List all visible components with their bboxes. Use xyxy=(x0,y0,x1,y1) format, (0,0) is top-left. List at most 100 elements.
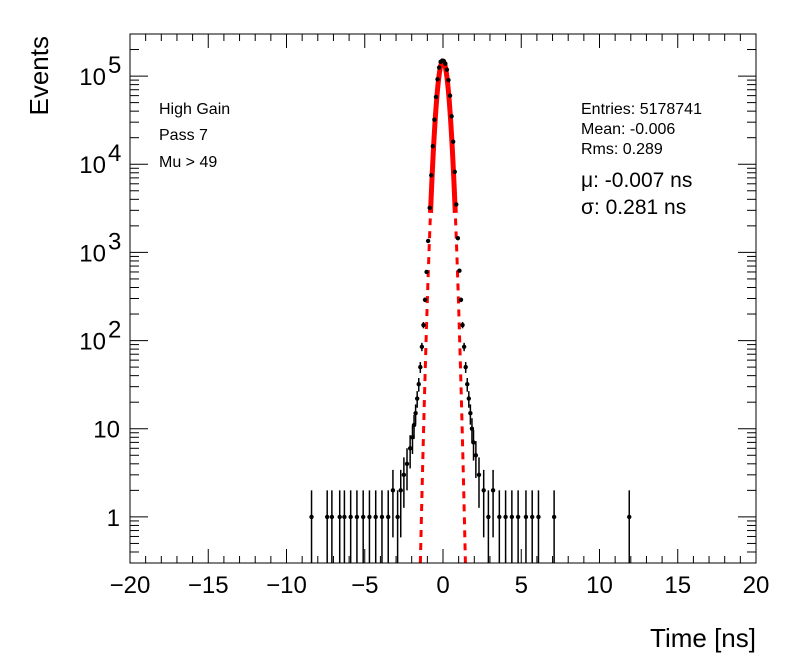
data-point xyxy=(627,514,632,520)
y-tick-label: 10 xyxy=(79,64,106,91)
data-point xyxy=(395,514,400,520)
data-point xyxy=(414,396,420,401)
data-point xyxy=(465,381,470,387)
fit-curve-dashed-right xyxy=(454,218,467,564)
data-point xyxy=(324,514,330,520)
data-point xyxy=(436,65,442,70)
data-point xyxy=(444,67,450,72)
data-point xyxy=(530,514,535,520)
x-tick-label: 15 xyxy=(664,572,691,599)
x-tick-label: 5 xyxy=(515,572,528,599)
data-point xyxy=(515,514,521,520)
y-tick-exponent: 5 xyxy=(108,52,121,79)
data-point xyxy=(430,144,436,149)
data-point xyxy=(473,453,479,458)
data-point xyxy=(463,364,468,370)
data-point xyxy=(454,202,459,207)
data-point xyxy=(443,61,448,66)
y-tick-exponent: 4 xyxy=(108,140,121,167)
data-point xyxy=(457,268,462,273)
data-point xyxy=(503,514,508,520)
data-points xyxy=(309,58,632,563)
data-point xyxy=(425,238,431,244)
data-point xyxy=(398,488,403,493)
data-point xyxy=(424,269,429,275)
x-tick-label: −20 xyxy=(110,572,151,599)
data-point xyxy=(435,77,440,82)
y-tick-exponent: 3 xyxy=(108,228,121,255)
data-point xyxy=(401,472,407,478)
data-point xyxy=(536,514,541,520)
data-point xyxy=(373,514,378,520)
y-tick-label: 10 xyxy=(79,152,106,179)
data-point xyxy=(367,514,372,520)
data-point xyxy=(419,344,425,349)
y-tick-label: 10 xyxy=(93,417,120,444)
label-mu-cut: Mu > 49 xyxy=(159,154,217,171)
x-axis-title: Time [ns] xyxy=(650,623,756,653)
label-pass: Pass 7 xyxy=(159,127,208,144)
x-tick-label: 10 xyxy=(586,572,613,599)
data-point xyxy=(342,514,347,520)
fit-sigma-label: σ: 0.281 ns xyxy=(581,196,686,219)
data-point xyxy=(422,297,428,302)
data-point xyxy=(354,514,360,520)
y-tick-label: 1 xyxy=(107,505,120,532)
fit-mu-label: μ: -0.007 ns xyxy=(581,169,692,192)
data-point xyxy=(450,139,456,144)
data-point xyxy=(509,514,515,520)
data-point xyxy=(449,114,454,119)
data-point xyxy=(429,173,434,178)
data-point xyxy=(360,514,366,520)
data-point xyxy=(497,514,502,520)
y-tick-exponent: 2 xyxy=(108,317,121,344)
x-tick-label: −10 xyxy=(266,572,307,599)
label-high-gain: High Gain xyxy=(159,101,230,118)
data-point xyxy=(427,205,432,211)
data-point xyxy=(446,77,451,83)
data-point xyxy=(413,411,418,416)
x-tick-label: 20 xyxy=(743,572,770,599)
data-point xyxy=(469,426,475,431)
data-point xyxy=(486,514,491,520)
stats-mean: Mean: -0.006 xyxy=(581,121,675,138)
data-point xyxy=(386,514,391,520)
data-point xyxy=(466,396,472,401)
data-point xyxy=(452,169,457,175)
data-point xyxy=(476,472,482,478)
data-point xyxy=(481,488,486,493)
data-point xyxy=(329,514,335,520)
data-point xyxy=(471,440,476,445)
data-point xyxy=(455,235,461,241)
x-tick-label: −5 xyxy=(351,572,378,599)
data-point xyxy=(523,514,529,520)
data-point xyxy=(337,514,342,520)
stats-entries: Entries: 5178741 xyxy=(581,101,702,118)
x-tick-label: 0 xyxy=(436,572,449,599)
data-point xyxy=(379,514,385,520)
data-point xyxy=(433,94,439,100)
data-point xyxy=(421,322,426,328)
data-point xyxy=(551,514,557,520)
data-point xyxy=(390,488,396,493)
data-point xyxy=(407,446,413,451)
y-axis-title: Events xyxy=(24,36,54,116)
data-point xyxy=(309,514,314,520)
data-point xyxy=(416,381,421,387)
x-tick-label: −15 xyxy=(188,572,229,599)
stats-rms: Rms: 0.289 xyxy=(581,141,663,158)
x-axis-ticks: −20 −15 −10 −5 0 5 10 15 20 xyxy=(110,34,770,599)
y-tick-label: 10 xyxy=(79,240,106,267)
data-point xyxy=(461,344,467,349)
data-point xyxy=(418,364,423,370)
data-point xyxy=(432,117,437,122)
data-point xyxy=(404,461,410,467)
y-tick-label: 10 xyxy=(79,329,106,356)
data-point xyxy=(460,322,465,328)
data-point xyxy=(468,411,473,416)
data-point xyxy=(458,297,464,302)
fit-curve-dashed-left xyxy=(418,218,432,564)
data-point xyxy=(348,514,353,520)
